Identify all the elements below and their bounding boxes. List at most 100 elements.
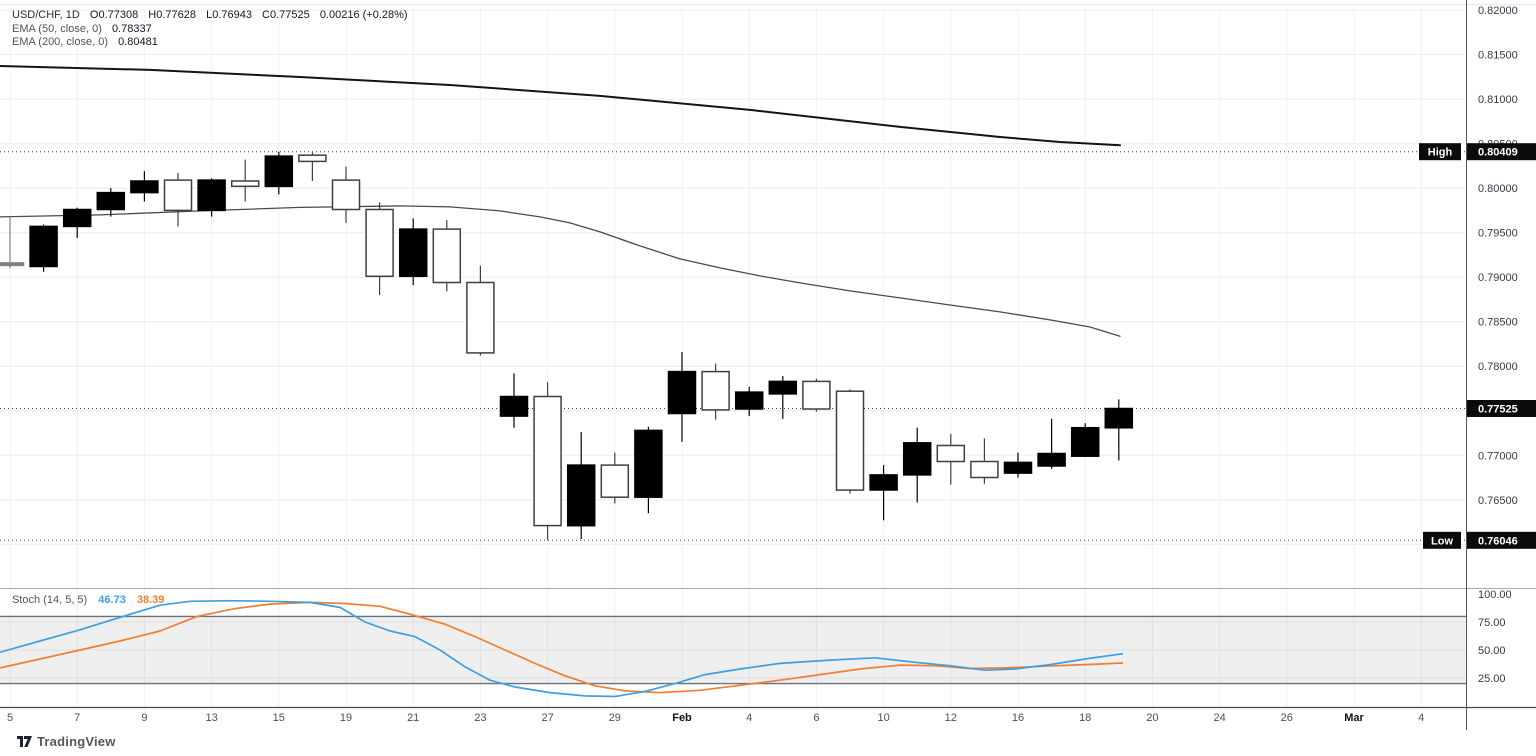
- candle-body-feb-19[interactable]: [1104, 407, 1134, 429]
- stoch-axis-label: 75.00: [1478, 617, 1506, 629]
- price-axis-label: 0.76500: [1478, 495, 1518, 507]
- ohlc-open: O0.77308: [89, 9, 139, 21]
- stoch-k-line[interactable]: [0, 599, 1124, 698]
- stoch-band: [0, 616, 1466, 684]
- candle-body-jan-30[interactable]: [634, 429, 663, 498]
- ema50-value: 0.78337: [111, 22, 152, 35]
- candle-body-feb-17[interactable]: [1037, 452, 1066, 467]
- ema50-legend-row[interactable]: EMA (50, close, 0) 0.78337: [12, 23, 408, 37]
- time-axis-label: 27: [541, 712, 553, 724]
- ohlc-close: C0.77525: [262, 9, 310, 21]
- stoch-axis-label: 25.00: [1478, 673, 1506, 685]
- candle-body-jan-6[interactable]: [29, 225, 58, 268]
- candle-body-feb-12[interactable]: [936, 444, 966, 463]
- time-axis-label: 4: [746, 712, 752, 724]
- symbol-title: USD/CHF, 1D: [12, 9, 80, 21]
- candle-body-jan-22[interactable]: [432, 228, 462, 284]
- candle-body-feb-2[interactable]: [667, 370, 697, 415]
- stoch-k-value: 46.73: [98, 594, 126, 606]
- time-axis-label: 20: [1146, 712, 1158, 724]
- price-axis-label: 0.79000: [1478, 272, 1518, 284]
- candle-body-feb-6[interactable]: [802, 380, 831, 410]
- candle-body-jan-27[interactable]: [533, 395, 562, 527]
- time-axis-label: 12: [945, 712, 957, 724]
- high-badge-text: 0.80409: [1478, 147, 1518, 159]
- stoch-axis-label: 100.00: [1478, 589, 1512, 601]
- time-axis-label: 26: [1281, 712, 1293, 724]
- candle-body-feb-16[interactable]: [1003, 461, 1033, 474]
- candle-body-feb-13[interactable]: [970, 460, 999, 479]
- stoch-pane-legend[interactable]: Stoch (14, 5, 5) 46.73 38.39: [12, 594, 164, 608]
- tradingview-logo-icon: [17, 736, 32, 747]
- stoch-label: Stoch (14, 5, 5): [12, 594, 88, 606]
- time-axis-label: 7: [74, 712, 80, 724]
- ema200-label: EMA (200, close, 0): [12, 36, 108, 48]
- time-axis-label: 16: [1012, 712, 1024, 724]
- price-axis-label: 0.81000: [1478, 94, 1518, 106]
- time-axis-label: 29: [609, 712, 621, 724]
- candle-body-feb-10[interactable]: [869, 474, 898, 491]
- time-axis-label: 10: [877, 712, 889, 724]
- high-badge-tag-text: High: [1428, 147, 1453, 159]
- candle-body-feb-4[interactable]: [734, 391, 764, 410]
- high-badge-tag: [1419, 143, 1461, 161]
- candle-body-jan-16[interactable]: [298, 154, 327, 163]
- ohlc-change: 0.00216 (+0.28%): [319, 9, 408, 21]
- tradingview-logo-text: TradingView: [37, 734, 116, 749]
- price-pane-legend[interactable]: USD/CHF, 1D O0.77308 H0.77628 L0.76943 C…: [12, 9, 408, 50]
- time-axis-label: 4: [1418, 712, 1424, 724]
- candle-body-jan-8[interactable]: [96, 191, 126, 211]
- candle-body-jan-12[interactable]: [163, 179, 193, 212]
- candle-body-jan-7[interactable]: [62, 208, 92, 228]
- candle-body-jan-15[interactable]: [264, 155, 294, 188]
- ema50-line[interactable]: [0, 205, 1121, 337]
- candle-body-jan-9[interactable]: [130, 180, 159, 194]
- ohlc-high: H0.77628: [148, 9, 197, 21]
- ema50-label: EMA (50, close, 0): [12, 22, 102, 35]
- candle-body-feb-5[interactable]: [768, 380, 798, 395]
- ema200-legend-row[interactable]: EMA (200, close, 0) 0.80481: [12, 36, 408, 50]
- price-axis-label: 0.78000: [1478, 361, 1518, 373]
- time-axis-label: 18: [1079, 712, 1091, 724]
- time-axis-label: 13: [205, 712, 217, 724]
- price-axis-label: 0.80000: [1478, 183, 1518, 195]
- ohlc-low: L0.76943: [206, 9, 252, 21]
- symbol-legend-row[interactable]: USD/CHF, 1D O0.77308 H0.77628 L0.76943 C…: [12, 9, 408, 23]
- candle-body-jan-28[interactable]: [566, 464, 596, 527]
- price-axis-label: 0.78500: [1478, 317, 1518, 329]
- ema200-value: 0.80481: [118, 36, 158, 48]
- price-axis-label: 0.79500: [1478, 228, 1518, 240]
- time-axis-label: 5: [7, 712, 13, 724]
- candle-body-jan-14[interactable]: [230, 180, 260, 188]
- last-price-badge: [1467, 400, 1536, 417]
- time-axis-month-label: Mar: [1344, 712, 1364, 724]
- candle-body-jan-19[interactable]: [331, 179, 361, 211]
- tradingview-logo[interactable]: TradingView: [17, 734, 116, 749]
- low-badge-tag: [1423, 531, 1461, 549]
- low-badge-text: 0.76046: [1478, 535, 1518, 547]
- low-badge: [1467, 531, 1536, 549]
- candle-body-feb-3[interactable]: [701, 370, 730, 411]
- last-price-badge-text: 0.77525: [1478, 404, 1518, 416]
- candle-body-jan-20[interactable]: [365, 208, 394, 278]
- price-axis-label: 0.82000: [1478, 5, 1518, 17]
- stoch-d-value: 38.39: [136, 594, 165, 606]
- candle-body-feb-11[interactable]: [902, 442, 932, 476]
- price-axis-label: 0.77000: [1478, 450, 1518, 462]
- time-axis-label: 24: [1213, 712, 1225, 724]
- candle-body-jan-13[interactable]: [197, 179, 226, 212]
- time-axis-label: 9: [141, 712, 147, 724]
- candle-body-jan-5[interactable]: [0, 262, 25, 267]
- ema200-line[interactable]: [0, 65, 1121, 147]
- candle-body-jan-26[interactable]: [499, 395, 529, 417]
- candle-body-feb-18[interactable]: [1070, 426, 1100, 457]
- time-axis-label: 15: [273, 712, 285, 724]
- time-axis-label: 23: [474, 712, 486, 724]
- time-axis-label: 6: [813, 712, 819, 724]
- candle-body-feb-9[interactable]: [835, 390, 865, 491]
- candle-body-jan-21[interactable]: [398, 228, 428, 278]
- candle-body-jan-29[interactable]: [600, 464, 630, 498]
- candle-body-jan-23[interactable]: [466, 281, 495, 354]
- stoch-d-line[interactable]: [0, 601, 1124, 694]
